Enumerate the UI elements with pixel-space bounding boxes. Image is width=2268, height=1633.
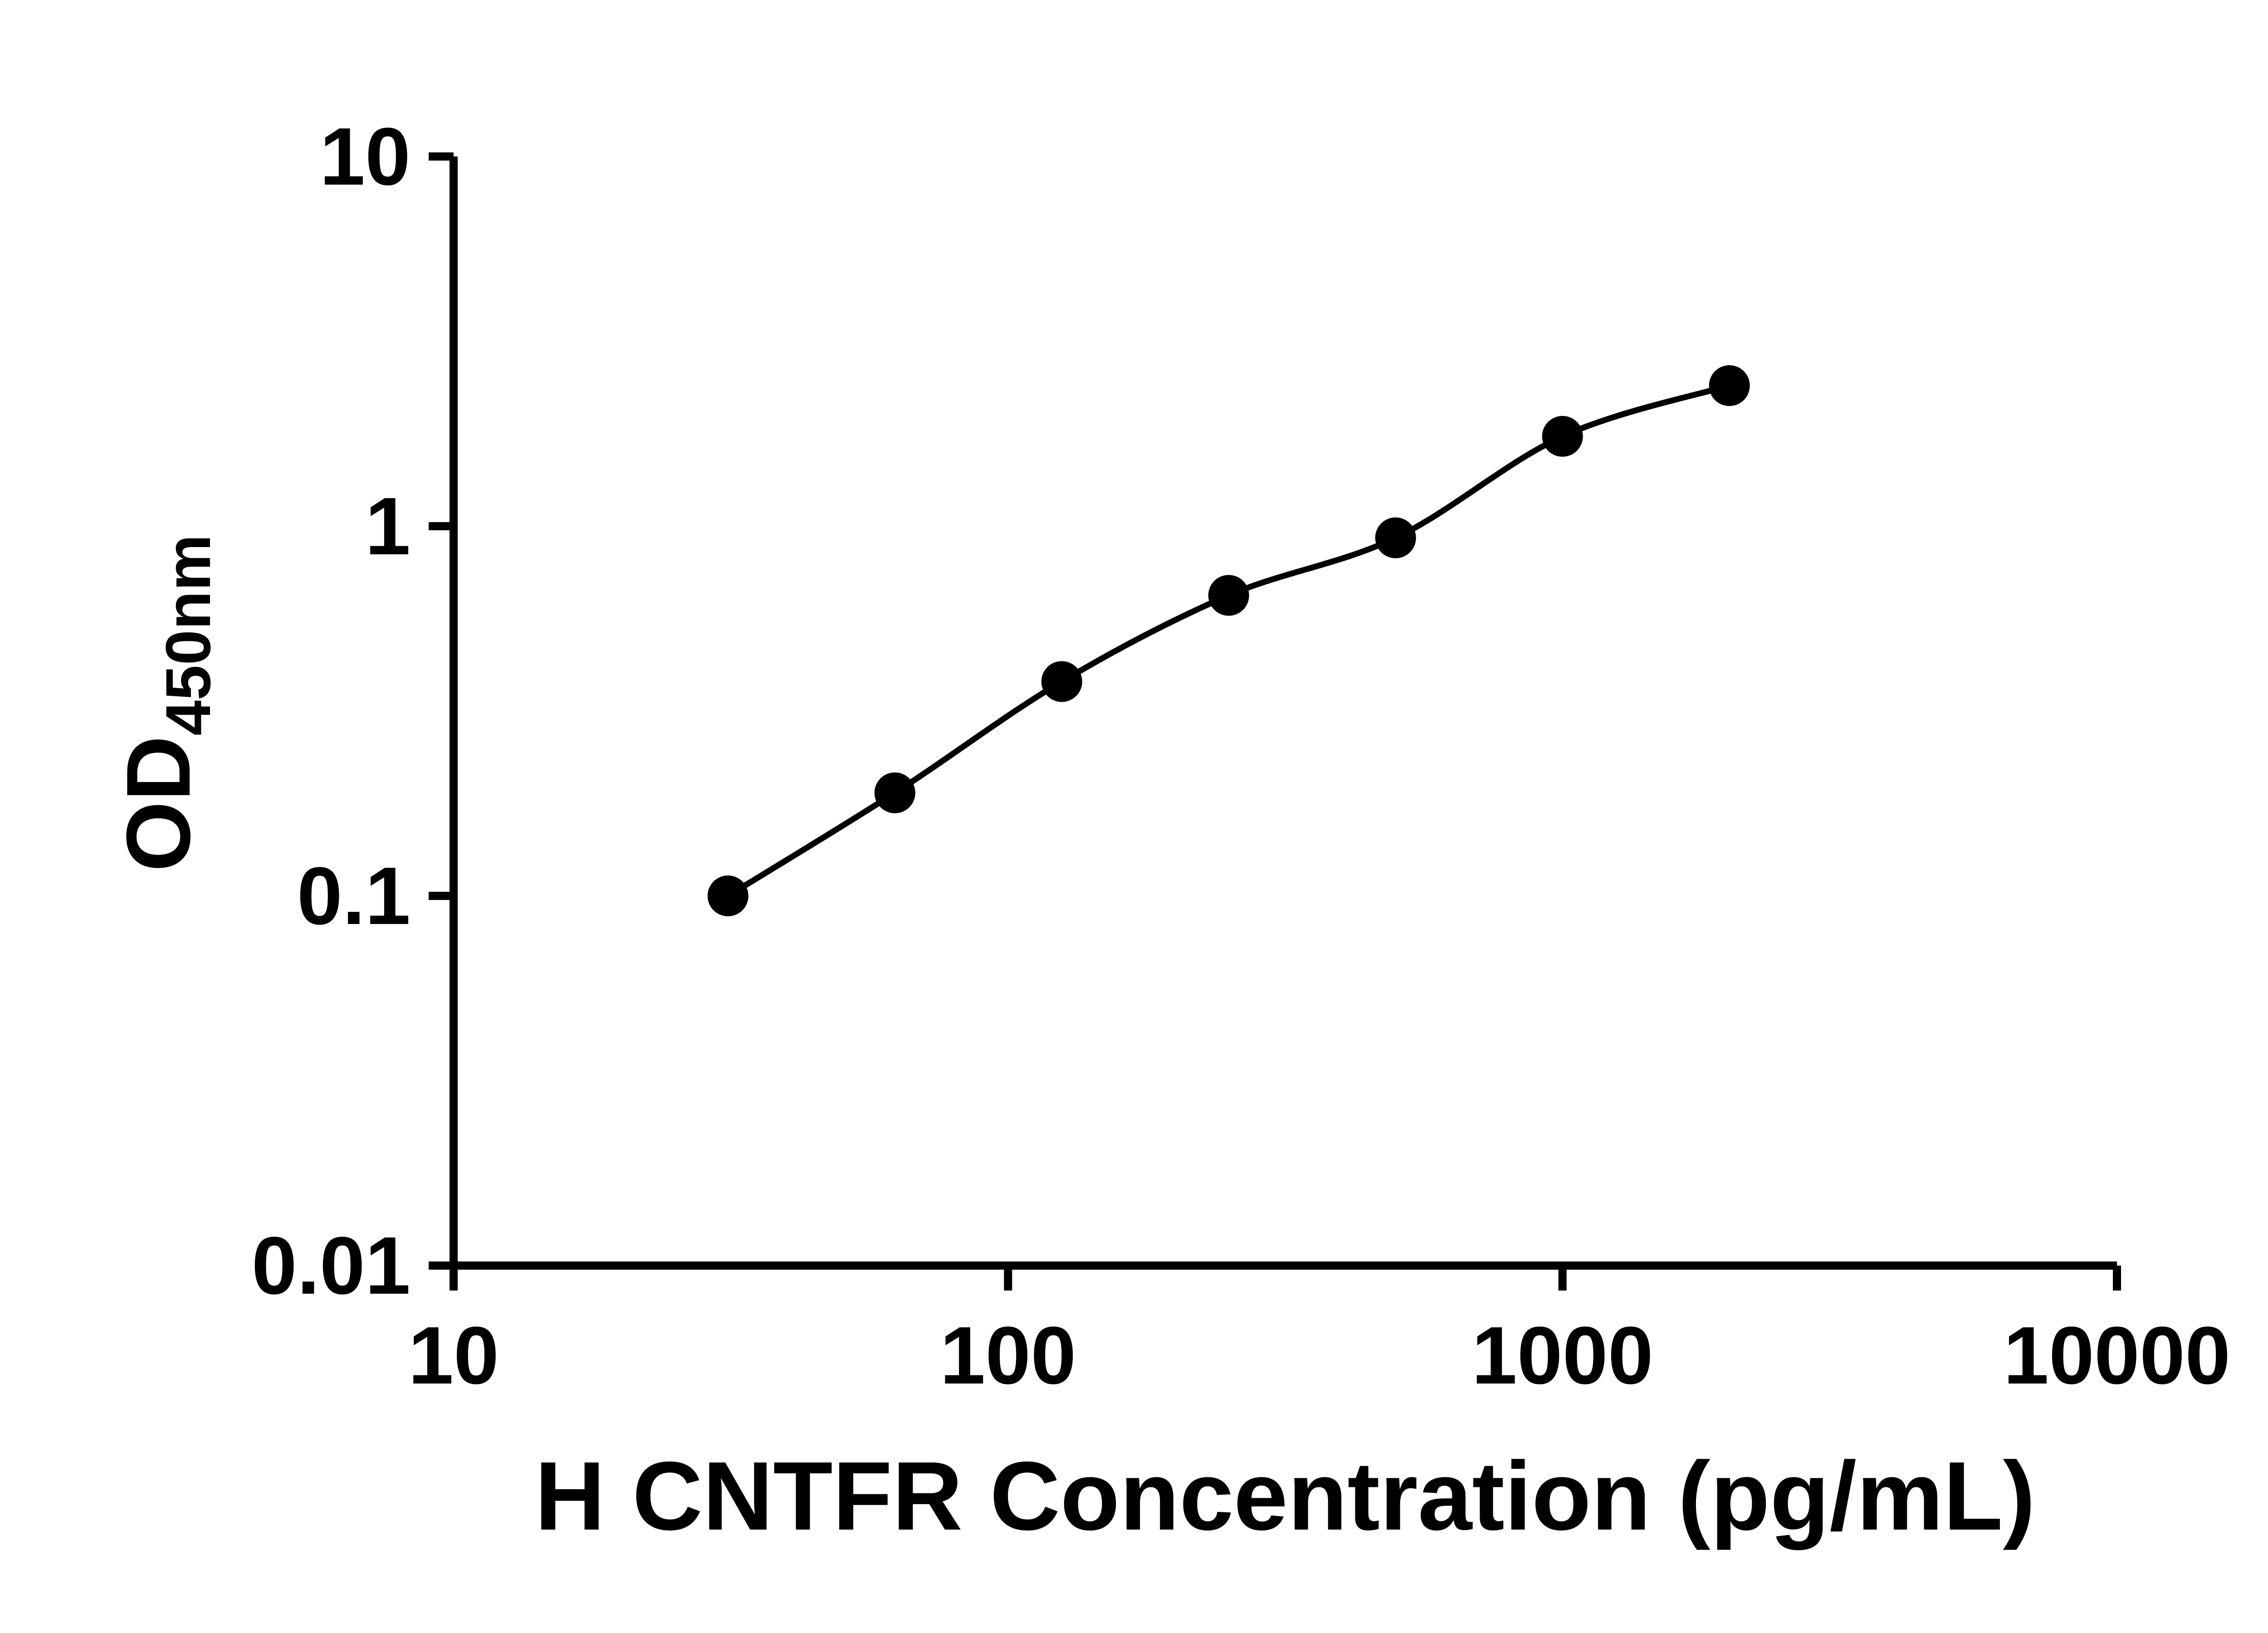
y-axis-title-main: OD	[108, 735, 209, 872]
y-tick-label: 0.01	[252, 1220, 411, 1311]
y-axis-title: OD450nm	[108, 534, 224, 872]
data-point-marker	[1208, 575, 1249, 616]
data-point-marker	[1041, 661, 1082, 702]
data-point-marker	[1709, 365, 1750, 406]
x-tick-label: 1000	[1471, 1310, 1653, 1401]
standard-curve-line	[726, 382, 1730, 899]
data-point-marker	[707, 875, 748, 916]
y-axis-title-subscript: 450nm	[152, 534, 224, 736]
data-point-marker	[1375, 517, 1416, 558]
y-tick-label: 1	[365, 481, 411, 572]
axes-lines	[450, 156, 2117, 1270]
x-axis-title: H CNTFR Concentration (pg/mL)	[534, 1441, 2036, 1550]
data-point-marker	[1542, 416, 1583, 457]
x-tick-label: 100	[940, 1310, 1076, 1401]
y-tick-label: 0.1	[297, 851, 411, 942]
data-point-marker	[874, 772, 915, 813]
x-tick-label: 10000	[2004, 1310, 2231, 1401]
x-tick-label: 10	[408, 1310, 499, 1401]
y-tick-label: 10	[320, 111, 411, 202]
